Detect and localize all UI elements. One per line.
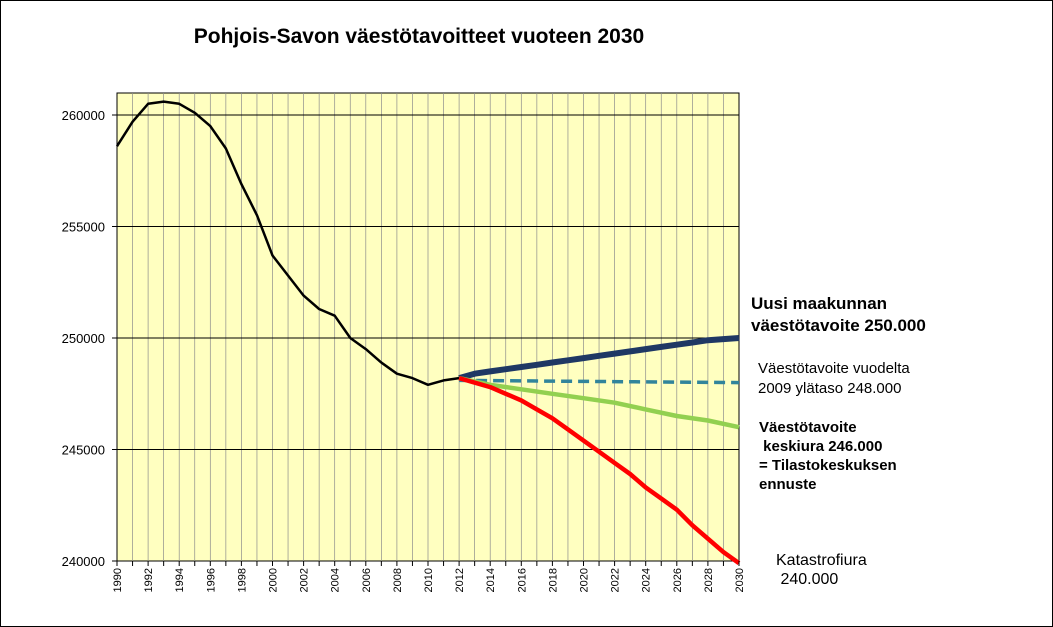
- x-tick-label: 1996: [205, 568, 217, 592]
- y-tick-label: 250000: [62, 331, 105, 346]
- axes: 240000 245000 250000 255000 260000 1990 1992 19…: [62, 108, 746, 592]
- x-tick-label: 1990: [112, 568, 124, 592]
- annotation-line: Väestötavoite: [759, 419, 857, 436]
- annotation-line: Väestötavoite vuodelta: [758, 360, 910, 377]
- series-line-5: [458, 375, 741, 566]
- annotation-line: väestötavoite 250.000: [751, 316, 926, 335]
- x-tick-label: 2024: [641, 568, 653, 592]
- x-tick-label: 2030: [734, 568, 746, 592]
- series-line-1: [115, 100, 460, 387]
- x-tick-label: 2028: [703, 568, 715, 592]
- chart-title: Pohjois-Savon väestötavoitteet vuoteen 2…: [194, 25, 644, 48]
- x-tick-label: 2002: [299, 568, 311, 592]
- annotation-1: Uusi maakunnan väestötavoite 250.000: [751, 294, 926, 335]
- annotation-4: Katastrofiura 240.000: [776, 552, 867, 588]
- x-tick-label: 2018: [547, 568, 559, 592]
- x-tick-label: 2004: [330, 568, 342, 592]
- y-tick-label: 260000: [62, 108, 105, 123]
- annotation-line: ennuste: [759, 476, 817, 493]
- y-tick-label: 240000: [62, 554, 105, 569]
- y-tick-label: 255000: [62, 220, 105, 235]
- annotation-line: Katastrofiura: [776, 552, 867, 569]
- x-tick-label: 2022: [610, 568, 622, 592]
- x-tick-label: 2014: [485, 568, 497, 592]
- plot-area: [116, 92, 740, 562]
- annotation-2: Väestötavoite vuodelta 2009 ylätaso 248.0…: [758, 360, 910, 397]
- x-tick-label: 1998: [236, 568, 248, 592]
- x-tick-label: 2012: [454, 568, 466, 592]
- annotation-line: keskiura 246.000: [759, 438, 882, 455]
- x-tick-label: 2020: [579, 568, 591, 592]
- y-tick-label: 245000: [62, 443, 105, 458]
- x-tick-label: 2006: [361, 568, 373, 592]
- annotation-3: Väestötavoite keskiura 246.000 = Tilastok…: [759, 419, 897, 493]
- x-tick-label: 2008: [392, 568, 404, 592]
- series-line-4: [458, 375, 740, 430]
- series-line-2: [458, 335, 740, 381]
- x-tick-label: 1992: [143, 568, 155, 592]
- x-tick-label: 2010: [423, 568, 435, 592]
- series-group: [115, 100, 741, 566]
- annotations: Uusi maakunnan väestötavoite 250.000 Väest…: [751, 294, 926, 588]
- x-tick-label: 1994: [174, 568, 186, 592]
- x-tick-label: 2016: [516, 568, 528, 592]
- annotation-line: 240.000: [776, 571, 838, 588]
- x-tick-label: 2026: [672, 568, 684, 592]
- annotation-line: = Tilastokeskuksen: [759, 457, 897, 474]
- x-tick-label: 2000: [268, 568, 280, 592]
- annotation-line: 2009 ylätaso 248.000: [758, 380, 901, 397]
- series-line-3: [459, 378, 740, 385]
- annotation-line: Uusi maakunnan: [751, 294, 887, 313]
